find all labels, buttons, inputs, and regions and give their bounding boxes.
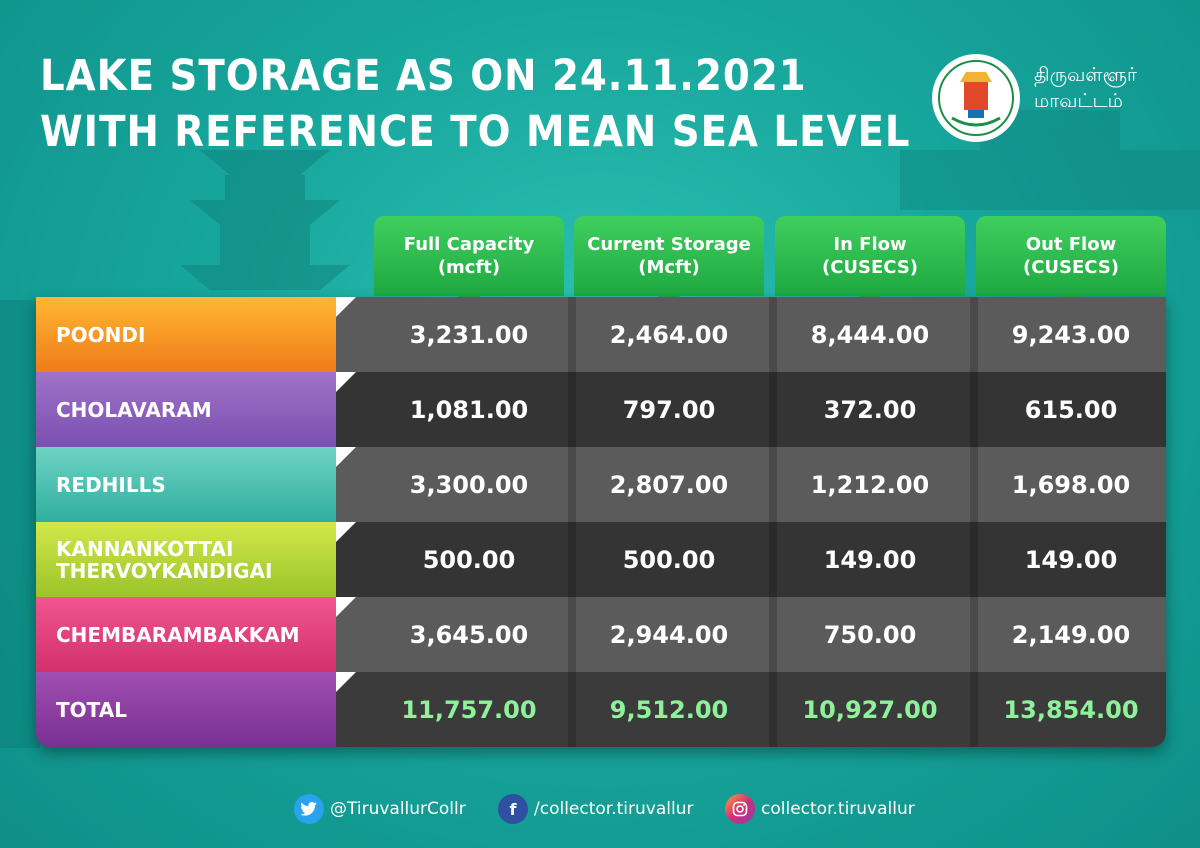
lake-name: POONDI: [56, 322, 146, 347]
column-separator: [970, 597, 978, 672]
instagram-handle: collector.tiruvallur: [761, 799, 915, 819]
column-separator: [568, 447, 576, 522]
current-storage-value: 2,464.00: [609, 320, 729, 349]
lake-name-band: KANNANKOTTAI THERVOYKANDIGAI: [36, 522, 356, 597]
column-separator: [970, 522, 978, 597]
column-separator: [769, 672, 777, 747]
column-separator: [568, 372, 576, 447]
column-separator: [970, 672, 978, 747]
column-separator: [568, 522, 576, 597]
current-storage-value: 500.00: [622, 545, 716, 574]
full-capacity-value: 500.00: [422, 545, 516, 574]
out-flow-value: 615.00: [1024, 395, 1118, 424]
title-line-2: WITH REFERENCE TO MEAN SEA LEVEL: [40, 107, 911, 157]
total-in-flow: 10,927.00: [802, 695, 938, 724]
social-links: @TiruvallurCollr f /collector.tiruvallur…: [0, 790, 1200, 830]
table-row-kannankottai: KANNANKOTTAI THERVOYKANDIGAI 500.00 500.…: [36, 522, 1166, 597]
facebook-icon: f: [498, 794, 528, 824]
lake-name: CHOLAVARAM: [56, 397, 212, 422]
column-separator: [769, 522, 777, 597]
out-flow-value: 149.00: [1024, 545, 1118, 574]
total-out-flow: 13,854.00: [1003, 695, 1139, 724]
in-flow-value: 8,444.00: [810, 320, 930, 349]
current-storage-value: 2,807.00: [609, 470, 729, 499]
table-row-chembarambakkam: CHEMBARAMBAKKAM 3,645.00 2,944.00 750.00…: [36, 597, 1166, 672]
lake-name-line-2: THERVOYKANDIGAI: [56, 558, 273, 583]
total-label: TOTAL: [56, 697, 127, 722]
twitter-icon: [294, 794, 324, 824]
in-flow-value: 1,212.00: [810, 470, 930, 499]
in-flow-value: 149.00: [823, 545, 917, 574]
header-current-storage: Current Storage (Mcft): [574, 216, 764, 296]
header-unit: (mcft): [437, 257, 501, 278]
full-capacity-value: 3,645.00: [409, 620, 529, 649]
header-full-capacity: Full Capacity (mcft): [374, 216, 564, 296]
district-line-2: மாவட்டம்: [1034, 90, 1123, 112]
out-flow-value: 1,698.00: [1011, 470, 1131, 499]
table-row-poondi: POONDI 3,231.00 2,464.00 8,444.00 9,243.…: [36, 297, 1166, 372]
emblem-logo: [932, 54, 1020, 142]
table-row-total: TOTAL 11,757.00 9,512.00 10,927.00 13,85…: [36, 672, 1166, 747]
column-separator: [970, 297, 978, 372]
full-capacity-value: 1,081.00: [409, 395, 529, 424]
header-label: Current Storage: [587, 234, 751, 255]
lake-name-band: CHEMBARAMBAKKAM: [36, 597, 356, 672]
header-unit: (Mcft): [638, 257, 700, 278]
out-flow-value: 2,149.00: [1011, 620, 1131, 649]
column-separator: [568, 297, 576, 372]
column-separator: [568, 672, 576, 747]
table-row-redhills: REDHILLS 3,300.00 2,807.00 1,212.00 1,69…: [36, 447, 1166, 522]
column-separator: [769, 372, 777, 447]
table-row-cholavaram: CHOLAVARAM 1,081.00 797.00 372.00 615.00: [36, 372, 1166, 447]
column-separator: [970, 372, 978, 447]
full-capacity-value: 3,231.00: [409, 320, 529, 349]
district-line-1: திருவள்ளூர்: [1034, 64, 1137, 86]
header-unit: (CUSECS): [821, 257, 919, 278]
column-separator: [568, 597, 576, 672]
title-line-1: LAKE STORAGE AS ON 24.11.2021: [40, 51, 807, 101]
header-label: In Flow: [833, 234, 907, 255]
current-storage-value: 797.00: [622, 395, 716, 424]
lake-name: REDHILLS: [56, 472, 166, 497]
total-label-band: TOTAL: [36, 672, 356, 747]
column-separator: [769, 447, 777, 522]
instagram-icon: [725, 794, 755, 824]
out-flow-value: 9,243.00: [1011, 320, 1131, 349]
lake-name: KANNANKOTTAI: [56, 536, 234, 561]
facebook-handle: /collector.tiruvallur: [534, 799, 694, 819]
twitter-handle: @TiruvallurCollr: [330, 799, 466, 819]
lake-name-band: REDHILLS: [36, 447, 356, 522]
header-label: Full Capacity: [403, 234, 535, 255]
lake-storage-table: POONDI 3,231.00 2,464.00 8,444.00 9,243.…: [36, 297, 1166, 747]
header-label: Out Flow: [1025, 234, 1117, 255]
in-flow-value: 372.00: [823, 395, 917, 424]
header-out-flow: Out Flow (CUSECS): [976, 216, 1166, 296]
in-flow-value: 750.00: [823, 620, 917, 649]
header-unit: (CUSECS): [1022, 257, 1120, 278]
total-full-capacity: 11,757.00: [401, 695, 537, 724]
column-separator: [769, 297, 777, 372]
lake-name: CHEMBARAMBAKKAM: [56, 622, 300, 647]
instagram-link[interactable]: collector.tiruvallur: [725, 794, 915, 824]
current-storage-value: 2,944.00: [609, 620, 729, 649]
total-current-storage: 9,512.00: [609, 695, 729, 724]
twitter-link[interactable]: @TiruvallurCollr: [294, 794, 466, 824]
facebook-link[interactable]: f /collector.tiruvallur: [498, 794, 693, 824]
header-in-flow: In Flow (CUSECS): [775, 216, 965, 296]
column-separator: [769, 597, 777, 672]
lake-name-band: POONDI: [36, 297, 356, 372]
column-separator: [970, 447, 978, 522]
page-title: LAKE STORAGE AS ON 24.11.2021 WITH REFER…: [40, 48, 911, 160]
district-name: திருவள்ளூர் மாவட்டம்: [1034, 62, 1137, 114]
lake-name-band: CHOLAVARAM: [36, 372, 356, 447]
full-capacity-value: 3,300.00: [409, 470, 529, 499]
